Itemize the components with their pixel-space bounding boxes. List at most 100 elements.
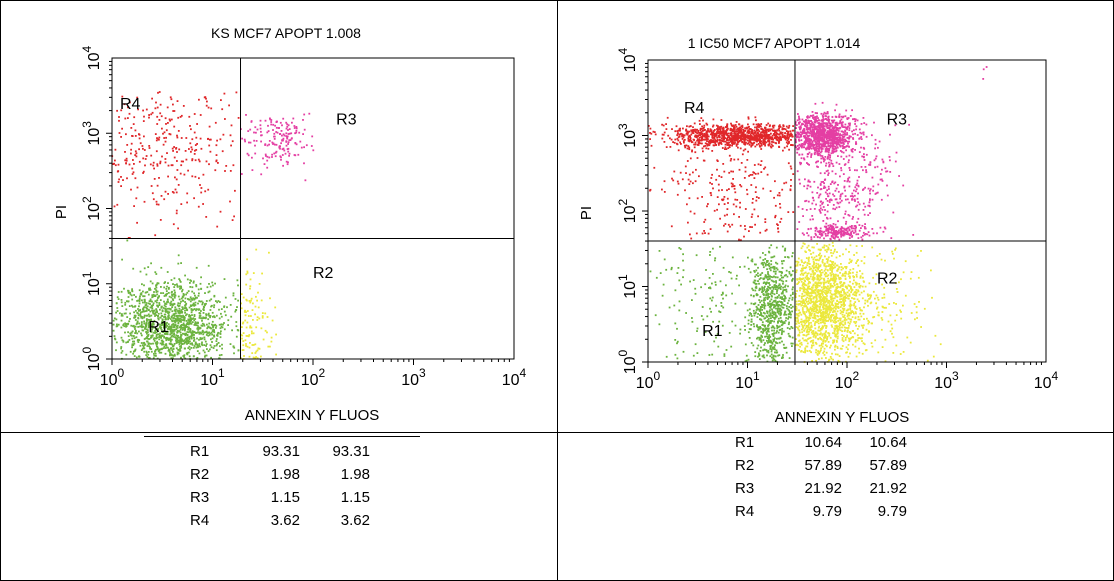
data-point <box>170 279 173 281</box>
data-point <box>751 260 754 263</box>
data-point <box>823 317 825 320</box>
data-point <box>835 314 838 316</box>
data-point <box>835 277 838 280</box>
data-point <box>893 302 895 304</box>
data-point <box>151 326 154 329</box>
data-point <box>818 294 821 297</box>
data-point <box>167 292 170 294</box>
data-point <box>161 347 163 350</box>
data-point <box>120 319 123 322</box>
data-point <box>819 302 822 305</box>
data-point <box>782 280 785 283</box>
data-point <box>830 298 833 300</box>
data-point <box>812 251 815 254</box>
data-point <box>260 130 262 133</box>
data-point <box>137 308 139 310</box>
data-point <box>157 318 160 321</box>
data-point <box>813 334 816 337</box>
data-point <box>858 300 860 303</box>
data-point <box>136 320 139 323</box>
data-point <box>894 247 897 250</box>
data-point <box>125 353 128 356</box>
data-point <box>210 356 212 359</box>
data-point <box>815 343 818 345</box>
data-point <box>163 336 166 339</box>
data-point <box>815 349 818 351</box>
data-point <box>801 261 803 263</box>
data-point <box>797 314 800 317</box>
data-point <box>862 327 864 329</box>
data-point <box>159 112 162 115</box>
data-point <box>862 342 865 345</box>
data-point <box>252 356 255 359</box>
data-point <box>838 278 841 281</box>
data-point <box>809 249 811 252</box>
data-point <box>804 347 807 350</box>
data-point <box>185 309 188 311</box>
data-point <box>836 347 839 349</box>
data-point <box>303 113 306 116</box>
data-point <box>791 255 793 258</box>
data-point <box>124 117 127 120</box>
data-point <box>191 290 194 293</box>
data-point <box>136 300 138 302</box>
data-point <box>825 320 828 322</box>
data-point <box>166 271 169 273</box>
data-point <box>861 309 863 312</box>
data-point <box>267 130 270 132</box>
data-point <box>163 333 166 335</box>
data-point <box>855 282 858 285</box>
data-point <box>809 287 811 290</box>
data-point <box>821 271 824 274</box>
data-point <box>788 271 791 273</box>
data-point <box>823 347 826 350</box>
data-point <box>827 316 830 318</box>
data-point <box>828 120 830 123</box>
data-point <box>781 327 784 330</box>
data-point <box>825 307 827 310</box>
data-point <box>131 337 134 340</box>
data-point <box>146 335 148 338</box>
data-point <box>853 276 855 278</box>
data-point <box>848 271 851 273</box>
data-point <box>803 289 805 292</box>
data-point <box>862 324 865 327</box>
data-point <box>694 287 697 290</box>
data-point <box>782 260 785 262</box>
data-point <box>839 312 842 315</box>
data-point <box>829 272 832 275</box>
data-point <box>145 307 148 310</box>
data-point <box>798 138 800 141</box>
data-point <box>914 318 916 321</box>
data-point <box>258 317 261 320</box>
data-point <box>180 160 183 163</box>
data-point <box>709 251 712 253</box>
data-point <box>249 278 252 281</box>
data-point <box>193 324 196 326</box>
data-point <box>820 254 823 257</box>
data-point <box>163 198 166 201</box>
data-point <box>179 326 181 329</box>
data-point <box>900 317 903 320</box>
data-point <box>220 330 222 333</box>
data-point <box>798 329 801 332</box>
data-point <box>152 323 155 326</box>
y-tick-label: 103 <box>80 121 103 146</box>
data-point <box>789 316 792 319</box>
data-point <box>211 323 213 326</box>
data-point <box>115 311 117 314</box>
data-point <box>819 336 821 339</box>
data-point <box>855 289 858 291</box>
data-point <box>805 325 808 327</box>
data-point <box>232 164 235 167</box>
x-tick-label: 104 <box>502 366 527 389</box>
data-point <box>767 293 770 295</box>
data-point <box>138 322 141 325</box>
data-point <box>780 301 782 304</box>
data-point <box>219 345 221 348</box>
data-point <box>763 289 766 291</box>
data-point <box>179 302 181 305</box>
data-point <box>205 354 208 357</box>
data-point <box>771 342 774 345</box>
data-point <box>825 162 828 165</box>
